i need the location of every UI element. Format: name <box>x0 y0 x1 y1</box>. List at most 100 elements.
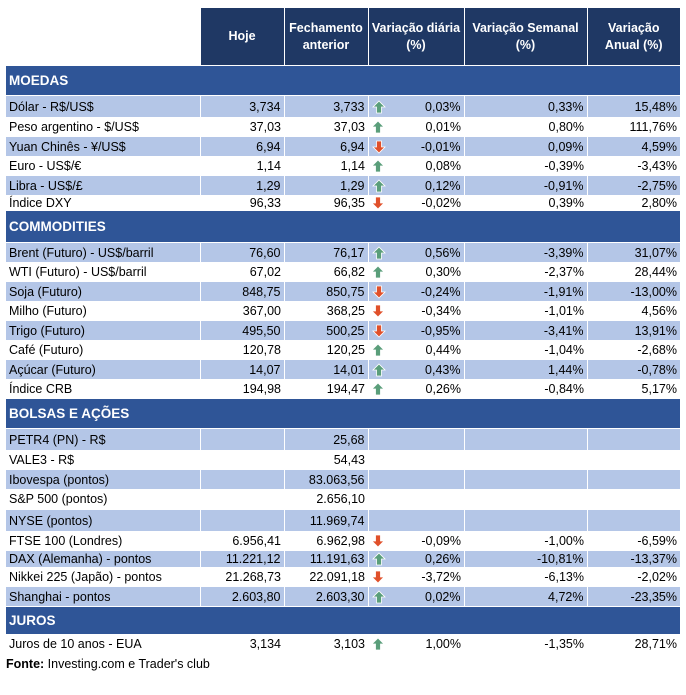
header-var-anual: Variação Anual (%) <box>586 8 680 66</box>
table-row: Yuan Chinês - ¥/US$ 6,94 6,94 -0,01% 0,09% 4,… <box>6 136 680 156</box>
value-today: 120,78 <box>242 342 281 357</box>
variation-weekly: -2,37% <box>544 264 584 279</box>
value-today: 3,734 <box>199 95 284 117</box>
section-header: BOLSAS E AÇÕES <box>6 398 680 429</box>
variation-daily: -3,72% <box>368 567 464 587</box>
arrow-up-icon <box>371 99 386 113</box>
value-today: 495,50 <box>199 320 284 340</box>
value-previous-close: 1,29 <box>283 175 368 195</box>
variation-annual <box>586 428 680 450</box>
value-previous-close: 11.191,63 <box>283 550 368 567</box>
row-label: S&P 500 (pontos) <box>9 492 108 506</box>
arrow-down-icon <box>371 304 385 318</box>
variation-weekly: -0,39% <box>544 158 584 173</box>
header-var-diaria: Variação diária (%) <box>367 8 464 66</box>
variation-annual: -6,59% <box>637 533 677 548</box>
variation-weekly: -1,35% <box>544 636 584 651</box>
variation-annual: -23,35% <box>586 586 680 607</box>
value-today: 76,60 <box>199 242 284 262</box>
section-header: MOEDAS <box>6 65 680 96</box>
table-row: WTI (Futuro) - US$/barril 67,02 66,82 0,30%… <box>6 262 680 282</box>
value-previous-close: 2.656,10 <box>316 492 365 506</box>
arrow-up-icon <box>371 636 385 650</box>
row-label: Trigo (Futuro) <box>6 320 200 340</box>
row-label: DAX (Alemanha) - pontos <box>6 550 200 567</box>
table-row: Euro - US$/€ 1,14 1,14 0,08% -0,39% -3,43% <box>6 156 680 176</box>
variation-daily <box>367 428 464 450</box>
variation-weekly: 0,33% <box>463 95 587 117</box>
arrow-up-icon <box>371 178 386 192</box>
header-hoje: Hoje <box>199 8 284 66</box>
section-title: BOLSAS E AÇÕES <box>6 398 680 429</box>
variation-weekly: -0,91% <box>463 175 587 195</box>
source-text: Investing.com e Trader's club <box>44 657 210 671</box>
variation-daily: 0,44% <box>368 340 464 360</box>
table-row: DAX (Alemanha) - pontos 11.221,12 11.191,6… <box>6 550 680 567</box>
value-previous-close: 3,103 <box>333 636 365 651</box>
variation-annual: 15,48% <box>586 95 680 117</box>
value-today <box>200 450 284 470</box>
value-today: 96,33 <box>249 195 281 210</box>
table-row: Açúcar (Futuro) 14,07 14,01 0,43% 1,44% -0,78… <box>6 359 680 379</box>
variation-annual <box>586 469 680 489</box>
variation-daily-value: 0,56% <box>425 245 461 260</box>
row-label: Juros de 10 anos - EUA <box>9 636 142 651</box>
variation-daily: -0,24% <box>367 281 464 301</box>
variation-daily-value: 0,02% <box>425 589 461 604</box>
table-row: Nikkei 225 (Japão) - pontos 21.268,73 22.0… <box>6 567 680 587</box>
variation-annual <box>587 450 680 470</box>
row-label: Brent (Futuro) - US$/barril <box>6 242 200 262</box>
variation-daily: 0,43% <box>367 359 464 379</box>
value-today: 67,02 <box>249 264 281 279</box>
variation-annual: -0,78% <box>586 359 680 379</box>
variation-weekly <box>463 469 587 489</box>
value-previous-close: 22.091,18 <box>309 569 365 584</box>
variation-daily-value: 0,12% <box>425 178 461 193</box>
header-var-semanal: Variação Semanal (%) <box>463 8 587 66</box>
section-title: JUROS <box>6 606 680 634</box>
variation-daily <box>368 489 464 510</box>
value-previous-close: 6.962,98 <box>316 533 365 548</box>
variation-annual: 13,91% <box>586 320 680 340</box>
variation-weekly: -1,00% <box>544 533 584 548</box>
variation-daily: -0,34% <box>368 301 464 321</box>
variation-daily: 0,12% <box>367 175 464 195</box>
value-previous-close: 120,25 <box>326 342 365 357</box>
variation-annual <box>587 489 680 510</box>
arrow-up-icon <box>371 552 386 566</box>
source-note: Fonte: Investing.com e Trader's club <box>6 657 680 671</box>
variation-daily-value: -0,34% <box>421 303 461 318</box>
table-row: S&P 500 (pontos) 2.656,10 <box>6 489 680 510</box>
variation-daily: -0,09% <box>368 531 464 551</box>
variation-annual: 111,76% <box>629 119 678 134</box>
variation-weekly: 1,44% <box>463 359 587 379</box>
variation-daily-value: -3,72% <box>421 569 461 584</box>
header-fechamento: Fechamento anterior <box>283 8 368 66</box>
table-row: Café (Futuro) 120,78 120,25 0,44% -1,04% -2,6… <box>6 340 680 360</box>
row-label: Café (Futuro) <box>9 342 84 357</box>
variation-weekly: 4,72% <box>463 586 587 607</box>
variation-daily-value: 1,00% <box>425 636 461 651</box>
variation-annual: -3,43% <box>637 158 677 173</box>
value-today: 194,98 <box>242 381 281 396</box>
variation-annual: 4,59% <box>586 136 680 156</box>
value-today: 1,14 <box>256 158 281 173</box>
arrow-up-icon <box>371 158 385 172</box>
value-previous-close: 1,14 <box>340 158 365 173</box>
variation-weekly <box>463 428 587 450</box>
variation-daily-value: 0,44% <box>425 342 461 357</box>
variation-weekly <box>464 450 587 470</box>
value-previous-close: 37,03 <box>333 119 365 134</box>
header-blank <box>6 8 200 66</box>
variation-daily: 0,30% <box>368 262 464 282</box>
value-today <box>199 469 284 489</box>
market-table: Hoje Fechamento anterior Variação diária… <box>6 8 680 653</box>
variation-annual: 2,80% <box>641 195 677 210</box>
variation-daily: 1,00% <box>368 634 464 653</box>
section-title: COMMODITIES <box>6 210 680 243</box>
table-row: Shanghai - pontos 2.603,80 2.603,30 0,02% 4,… <box>6 586 680 607</box>
variation-daily: 0,26% <box>368 379 464 399</box>
value-previous-close: 25,68 <box>283 428 368 450</box>
table-row: Índice CRB 194,98 194,47 0,26% -0,84% 5,17% <box>6 379 680 399</box>
table-row: Soja (Futuro) 848,75 850,75 -0,24% -1,91% -13… <box>6 281 680 301</box>
